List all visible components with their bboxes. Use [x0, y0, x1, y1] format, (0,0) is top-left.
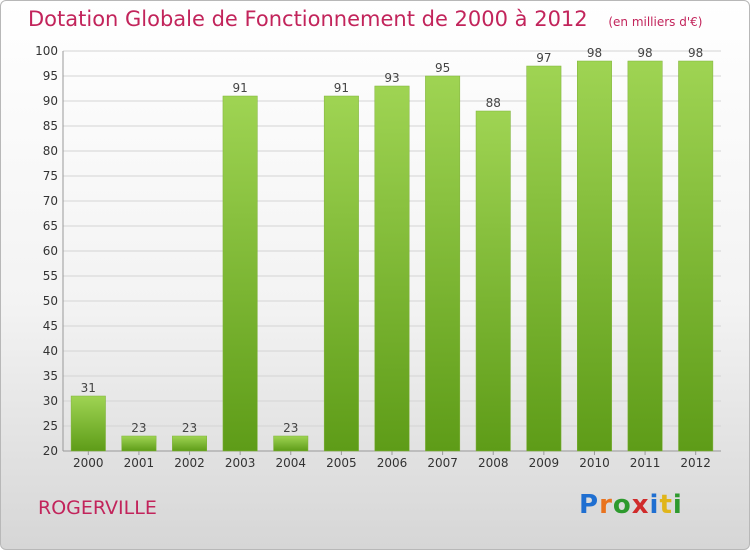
logo-letter: r	[599, 490, 613, 520]
data-label: 98	[587, 46, 602, 60]
x-tick-label: 2005	[326, 456, 357, 470]
x-tick-label: 2009	[529, 456, 560, 470]
y-tick-label: 75	[43, 169, 58, 183]
data-label: 31	[81, 381, 96, 395]
x-tick-label: 2000	[73, 456, 104, 470]
data-label: 93	[384, 71, 399, 85]
x-tick-label: 2006	[377, 456, 408, 470]
data-label: 98	[688, 46, 703, 60]
y-tick-label: 55	[43, 269, 58, 283]
data-label: 97	[536, 51, 551, 65]
x-tick-label: 2007	[427, 456, 458, 470]
commune-name: ROGERVILLE	[38, 497, 157, 519]
chart-title: Dotation Globale de Fonctionnement de 20…	[28, 7, 702, 31]
bar	[172, 435, 207, 452]
bar	[678, 60, 714, 452]
chart-title-text: Dotation Globale de Fonctionnement de 20…	[28, 7, 588, 31]
y-tick-label: 80	[43, 144, 58, 158]
data-label: 23	[182, 421, 197, 435]
data-label: 95	[435, 61, 450, 75]
data-label: 88	[486, 96, 501, 110]
y-tick-label: 45	[43, 319, 58, 333]
bar	[577, 60, 612, 452]
bar-layer	[70, 60, 714, 452]
logo-letter: P	[579, 490, 600, 520]
x-tick-label: 2011	[630, 456, 661, 470]
x-tick-label: 2001	[124, 456, 155, 470]
x-tick-label: 2010	[579, 456, 610, 470]
x-tick-label: 2003	[225, 456, 256, 470]
logo-letter: x	[631, 490, 650, 520]
logo-letter: i	[649, 490, 660, 520]
y-tick-label: 65	[43, 219, 58, 233]
y-tick-label: 95	[43, 69, 58, 83]
bar	[374, 85, 410, 452]
y-tick-label: 25	[43, 419, 58, 433]
y-tick-label: 30	[43, 394, 58, 408]
bar	[121, 435, 157, 452]
y-tick-label: 50	[43, 294, 58, 308]
data-label: 23	[131, 421, 146, 435]
logo-letter: t	[659, 490, 673, 520]
chart-unit: (en milliers d'€)	[608, 15, 703, 29]
axis-layer: 20 25 30 35 40 45 50 55 60 65 70 75 80 85 90 95 100	[35, 44, 721, 458]
proxiti-logo: Proxiti	[579, 490, 683, 520]
bar	[70, 395, 106, 452]
bar	[222, 95, 258, 452]
y-tick-label: 90	[43, 94, 58, 108]
y-tick-label: 35	[43, 369, 58, 383]
y-tick-label: 60	[43, 244, 58, 258]
data-label: 91	[233, 81, 248, 95]
data-label: 98	[637, 46, 652, 60]
data-label: 23	[283, 421, 298, 435]
bar	[526, 65, 562, 452]
x-tick-label: 2012	[680, 456, 711, 470]
y-tick-label: 40	[43, 344, 58, 358]
logo-letter: o	[612, 490, 632, 520]
x-tick-label: 2008	[478, 456, 509, 470]
bar	[627, 60, 663, 452]
y-tick-label: 20	[43, 444, 58, 458]
x-tick-label: 2004	[275, 456, 306, 470]
y-tick-label: 85	[43, 119, 58, 133]
data-label: 91	[334, 81, 349, 95]
bar	[323, 95, 359, 452]
bar	[425, 75, 461, 452]
y-tick-label: 100	[35, 44, 58, 58]
label-layer: 2000 31 2001 23 2002 23 2003 91 2004 23 2005 91 2006…	[73, 46, 711, 470]
bar	[475, 110, 511, 452]
logo-letter: i	[672, 490, 683, 520]
x-tick-label: 2002	[174, 456, 205, 470]
y-tick-label: 70	[43, 194, 58, 208]
bar	[273, 435, 309, 452]
